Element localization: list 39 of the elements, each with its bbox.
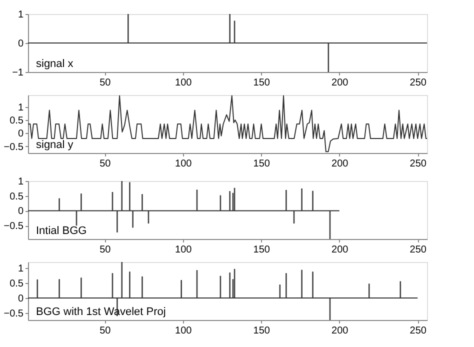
x-tick-label: 150 <box>253 158 270 170</box>
x-tick-label: 200 <box>332 158 349 170</box>
line-series <box>28 95 428 152</box>
y-tick-label: 1 <box>18 102 24 114</box>
x-tick-label: 100 <box>175 78 192 88</box>
y-tick-label: 0 <box>18 206 24 218</box>
x-tick-label: 50 <box>100 78 112 88</box>
y-tick-label: 0 <box>18 128 24 140</box>
y-tick-label: 0.5 <box>10 278 24 290</box>
x-tick-label: 250 <box>410 78 427 88</box>
y-tick-label: −0.5 <box>4 308 24 320</box>
x-tick-label: 150 <box>253 78 270 88</box>
y-tick-label: 0 <box>18 38 24 50</box>
y-tick-label: 0.5 <box>10 191 24 202</box>
x-tick-label: 250 <box>410 158 427 170</box>
y-tick-label: 0.5 <box>10 116 24 127</box>
x-tick-label: 200 <box>332 78 349 88</box>
annotation: Intial BGG <box>36 225 87 237</box>
x-tick-label: 250 <box>410 326 427 336</box>
x-tick-label: 200 <box>332 326 349 336</box>
x-tick-label: 250 <box>410 244 427 256</box>
x-tick-label: 50 <box>100 326 112 336</box>
y-tick-label: −1 <box>12 68 24 78</box>
y-tick-label: 1 <box>18 264 24 275</box>
x-tick-label: 100 <box>175 326 192 336</box>
x-tick-label: 50 <box>100 244 112 256</box>
x-tick-label: 100 <box>175 244 192 256</box>
x-tick-label: 150 <box>253 326 270 336</box>
y-tick-label: −0.5 <box>4 221 24 232</box>
y-tick-label: 1 <box>18 176 24 188</box>
annotation: signal x <box>36 58 74 70</box>
x-tick-label: 200 <box>332 244 349 256</box>
x-tick-label: 100 <box>175 158 192 170</box>
y-tick-label: 1 <box>18 10 24 20</box>
x-tick-label: 150 <box>253 244 270 256</box>
y-tick-label: 0 <box>18 294 24 305</box>
x-tick-label: 50 <box>100 158 112 170</box>
annotation: signal y <box>36 139 74 151</box>
y-tick-label: −0.5 <box>4 142 24 153</box>
